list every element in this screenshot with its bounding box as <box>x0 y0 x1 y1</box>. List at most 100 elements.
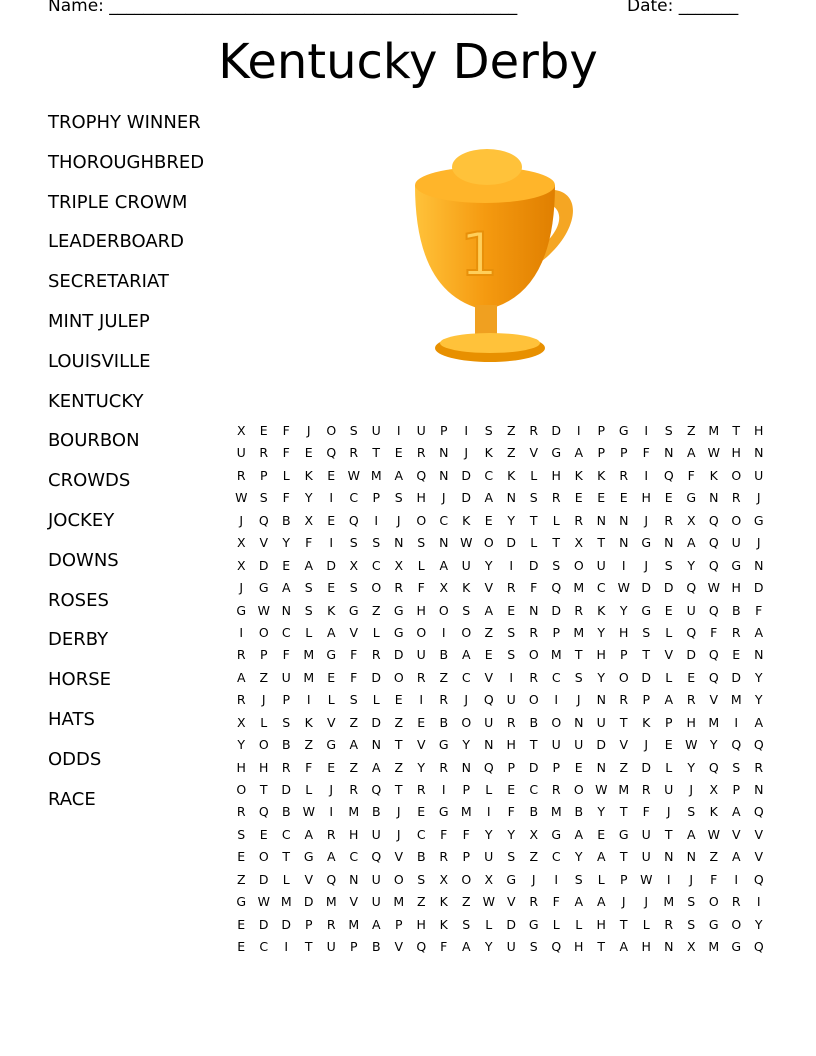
grid-letter: F <box>305 535 313 551</box>
grid-letter: S <box>462 916 471 932</box>
grid-letter: U <box>596 714 606 730</box>
grid-letter: A <box>326 849 336 865</box>
grid-letter: U <box>371 894 381 910</box>
grid-letter: Q <box>753 939 764 955</box>
word-item: HATS <box>48 708 95 730</box>
grid-letter: S <box>507 647 516 663</box>
grid-letter: U <box>596 557 606 573</box>
grid-letter: Q <box>731 737 742 753</box>
grid-letter: T <box>552 535 561 551</box>
grid-letter: M <box>303 647 315 663</box>
grid-letter: P <box>619 445 628 461</box>
grid-letter: A <box>326 624 336 640</box>
grid-letter: S <box>529 490 538 506</box>
grid-letter: R <box>416 782 426 797</box>
grid-letter: W <box>460 535 473 551</box>
grid-letter: P <box>552 624 561 640</box>
grid-letter: C <box>281 624 291 640</box>
grid-letter: X <box>349 557 359 573</box>
grid-letter: F <box>552 894 560 910</box>
page-title: Kentucky Derby <box>218 34 598 90</box>
grid-letter: K <box>304 467 313 483</box>
grid-letter: D <box>461 490 472 506</box>
grid-letter: J <box>261 692 266 708</box>
grid-letter: P <box>304 916 313 932</box>
grid-letter: D <box>641 580 652 596</box>
grid-letter: Q <box>708 759 719 775</box>
grid-letter: A <box>664 692 674 708</box>
grid-letter: M <box>573 580 585 596</box>
grid-letter: E <box>237 849 246 865</box>
grid-letter: L <box>642 916 650 932</box>
grid-letter: W <box>707 445 720 461</box>
grid-letter: J <box>621 894 626 910</box>
grid-letter: O <box>618 669 629 685</box>
grid-letter: T <box>304 939 313 955</box>
grid-letter: J <box>464 445 469 461</box>
grid-letter: N <box>371 737 381 753</box>
grid-letter: Z <box>709 849 719 865</box>
grid-letter: I <box>306 692 311 708</box>
grid-letter: E <box>259 826 268 842</box>
grid-letter: A <box>371 759 381 775</box>
grid-letter: D <box>641 759 652 775</box>
name-field: Name: __________________________________… <box>48 0 518 16</box>
grid-letter: A <box>731 804 741 820</box>
grid-letter: R <box>574 602 584 618</box>
grid-letter: N <box>574 714 584 730</box>
word-item: ODDS <box>48 748 102 770</box>
grid-letter: T <box>597 939 606 955</box>
grid-letter: Z <box>304 737 314 753</box>
grid-letter: A <box>574 826 584 842</box>
grid-letter: E <box>732 647 741 663</box>
grid-letter: M <box>550 804 562 820</box>
grid-letter: T <box>619 804 628 820</box>
grid-letter: J <box>531 871 536 887</box>
grid-letter: E <box>597 826 606 842</box>
grid-letter: R <box>236 467 246 483</box>
grid-letter: F <box>462 826 470 842</box>
grid-letter: F <box>755 602 763 618</box>
grid-letter: Z <box>686 423 696 438</box>
grid-letter: C <box>461 669 471 685</box>
grid-letter: Q <box>708 602 719 618</box>
grid-letter: B <box>371 939 381 955</box>
grid-letter: U <box>506 939 516 955</box>
grid-letter: Y <box>597 669 606 685</box>
grid-letter: Y <box>282 535 291 551</box>
grid-letter: V <box>484 580 494 596</box>
grid-letter: D <box>686 647 697 663</box>
grid-letter: D <box>596 737 607 753</box>
grid-letter: T <box>574 647 583 663</box>
grid-letter: O <box>708 894 719 910</box>
grid-letter: F <box>282 490 290 506</box>
grid-letter: N <box>686 849 696 865</box>
grid-letter: Z <box>619 759 629 775</box>
grid-letter: X <box>686 512 696 528</box>
grid-letter: X <box>236 535 246 551</box>
grid-letter: R <box>686 692 696 708</box>
grid-letter: A <box>349 737 359 753</box>
grid-letter: L <box>327 692 335 708</box>
grid-letter: Y <box>597 804 606 820</box>
grid-letter: X <box>529 826 539 842</box>
grid-letter: D <box>528 557 539 573</box>
grid-letter: H <box>731 445 741 461</box>
grid-letter: L <box>530 467 538 483</box>
grid-letter: Q <box>483 759 494 775</box>
grid-letter: J <box>644 737 649 753</box>
grid-letter: H <box>349 826 359 842</box>
grid-letter: N <box>596 759 606 775</box>
grid-letter: M <box>348 804 360 820</box>
grid-letter: Q <box>708 512 719 528</box>
grid-letter: P <box>597 445 606 461</box>
grid-letter: L <box>417 557 425 573</box>
grid-letter: E <box>417 804 426 820</box>
grid-letter: N <box>484 737 494 753</box>
grid-letter: E <box>327 467 336 483</box>
